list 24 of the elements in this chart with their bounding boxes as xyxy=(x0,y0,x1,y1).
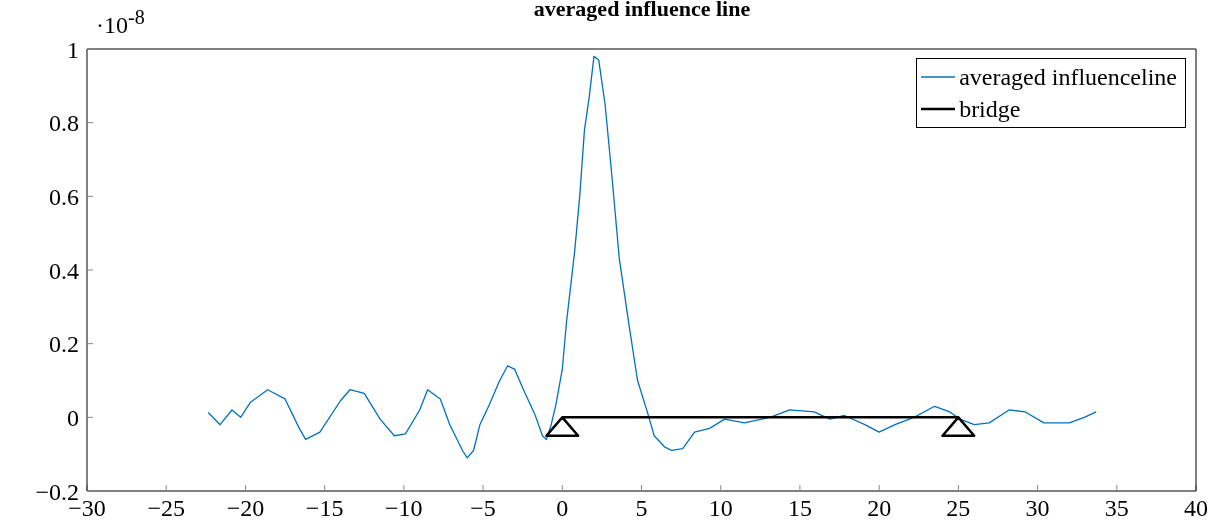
x-tick-label: 0 xyxy=(556,495,569,522)
x-tick-label: −25 xyxy=(147,495,185,522)
y-tick-label: 0.8 xyxy=(49,110,79,137)
y-tick-label: 0.2 xyxy=(49,331,79,358)
y-tick-label: 0 xyxy=(67,404,79,431)
x-tick-label: 25 xyxy=(946,495,971,522)
y-tick-label: 1 xyxy=(67,36,79,63)
x-tick-label: −5 xyxy=(470,495,496,522)
legend-label: averaged influenceline xyxy=(959,63,1177,92)
x-tick-label: 5 xyxy=(635,495,648,522)
x-tick-label: 10 xyxy=(708,495,733,522)
x-tick-label: 40 xyxy=(1184,495,1208,522)
x-tick-label: 30 xyxy=(1025,495,1050,522)
y-tick-label: 0.4 xyxy=(49,257,79,284)
x-tick-label: −15 xyxy=(305,495,344,522)
x-tick-label: 15 xyxy=(787,495,812,522)
x-tick-label: 20 xyxy=(867,495,892,522)
y-tick-label: 0.6 xyxy=(49,183,79,210)
text: ·10$^{-8}$ xyxy=(96,6,145,39)
chart-title: averaged influence line xyxy=(533,0,751,21)
legend-label: bridge xyxy=(959,95,1021,124)
x-tick-label: −10 xyxy=(385,495,423,522)
x-tick-label: 35 xyxy=(1104,495,1129,522)
x-tick-label: −20 xyxy=(226,495,265,522)
